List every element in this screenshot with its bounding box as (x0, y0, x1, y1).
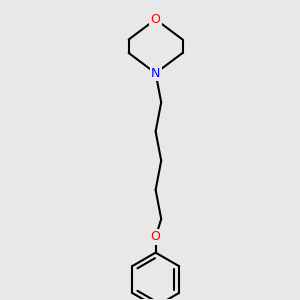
Text: O: O (151, 13, 160, 26)
Text: N: N (151, 67, 160, 80)
Text: O: O (151, 230, 160, 243)
